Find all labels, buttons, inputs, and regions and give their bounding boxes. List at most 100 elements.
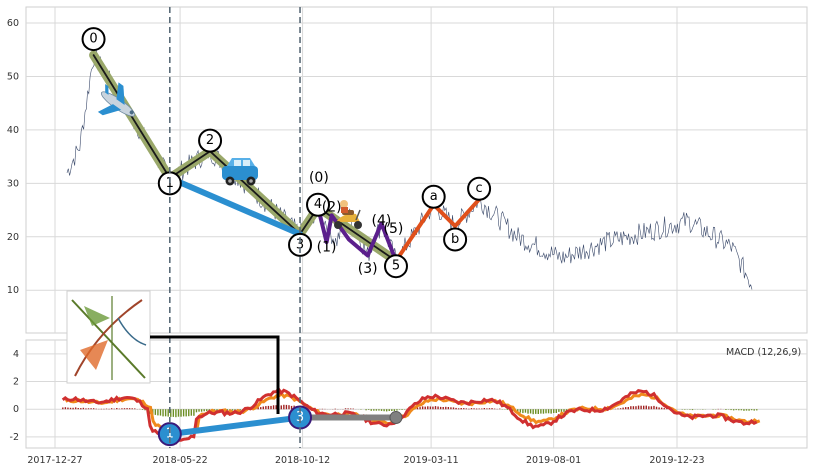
macd-hist-bar bbox=[630, 406, 632, 410]
macd-hist-bar bbox=[334, 408, 336, 410]
macd-hist-bar bbox=[182, 409, 185, 417]
subwave-label: (3) bbox=[358, 261, 378, 277]
macd-hist-bar bbox=[116, 408, 118, 410]
macd-hist-bar bbox=[349, 408, 352, 410]
macd-wave-link bbox=[166, 414, 304, 438]
macd-hist-bar bbox=[565, 409, 568, 411]
macd-hist-bar bbox=[684, 409, 686, 410]
macd-hist-bar bbox=[558, 409, 560, 412]
macd-hist-bar bbox=[434, 406, 437, 410]
macd-hist-bar bbox=[619, 408, 622, 410]
macd-hist-bar bbox=[511, 409, 514, 412]
wave-label: 0 bbox=[89, 32, 97, 47]
macd-hist-bar bbox=[175, 409, 177, 418]
macd-hist-bar bbox=[475, 408, 478, 410]
macd-grid bbox=[26, 340, 807, 448]
macd-hist-bar bbox=[344, 408, 347, 410]
macd-hist-bar bbox=[624, 407, 627, 410]
macd-hist-bar bbox=[627, 407, 629, 410]
macd-hist-bar bbox=[134, 408, 136, 410]
macd-hist-bar bbox=[234, 409, 236, 410]
macd-hist-bar bbox=[144, 409, 146, 411]
wave-label: 4 bbox=[314, 197, 322, 212]
price-y-ticks: 10 20 30 40 50 60 bbox=[7, 18, 19, 296]
macd-hist-bar bbox=[260, 407, 262, 410]
macd-hist-bar bbox=[188, 409, 190, 417]
macd-hist-bar bbox=[660, 407, 663, 410]
macd-hist-bar bbox=[162, 409, 164, 417]
macd-hist-bar bbox=[470, 408, 473, 410]
macd-hist-bar bbox=[280, 405, 282, 410]
macd-y-ticks: -2 0 2 4 bbox=[10, 349, 19, 443]
vertical-markers bbox=[169, 7, 301, 448]
wave-lines bbox=[89, 50, 482, 266]
price-panel: 10 20 30 40 50 60 0 1 2 3 4 5 a b c (0) (1) (2) (3) (4)(5) bbox=[7, 6, 808, 334]
macd-hist-bar bbox=[373, 409, 375, 411]
macd-y-tick-label: -2 bbox=[10, 432, 19, 443]
macd-hist-bar bbox=[226, 409, 229, 411]
macd-hist-bar bbox=[231, 409, 234, 411]
macd-hist-bar bbox=[283, 404, 285, 410]
wave-label-circle bbox=[198, 128, 223, 153]
macd-hist-bar bbox=[87, 408, 90, 410]
macd-hist-bar bbox=[468, 408, 470, 410]
macd-hist-bar bbox=[126, 408, 128, 410]
macd-hist-bar bbox=[506, 409, 509, 410]
macd-hist-bar bbox=[157, 409, 159, 416]
macd-hist-bar bbox=[267, 405, 270, 410]
macd-hist-bar bbox=[321, 408, 324, 410]
macd-hist-bar bbox=[529, 409, 532, 414]
macd-hist-bar bbox=[285, 404, 288, 410]
macd-hist-bar bbox=[648, 406, 650, 410]
macd-hist-bar bbox=[123, 408, 126, 410]
macd-hist-bar bbox=[445, 406, 447, 410]
macd-hist-bar bbox=[370, 409, 372, 411]
fibonacci-chart-icon bbox=[66, 290, 151, 384]
price-grid bbox=[26, 7, 807, 333]
macd-hist-bar bbox=[486, 408, 488, 410]
wave-label-circle bbox=[467, 176, 492, 201]
macd-hist-bar bbox=[200, 409, 203, 412]
macd-hist-bar bbox=[653, 405, 655, 410]
subwave-label: (5) bbox=[383, 221, 403, 237]
macd-hist-bar bbox=[72, 407, 74, 410]
macd-panel-frame bbox=[25, 339, 808, 449]
macd-hist-bar bbox=[432, 406, 434, 410]
macd-hist-bar bbox=[540, 409, 542, 414]
macd-hist-bar bbox=[465, 408, 468, 410]
price-y-tick-label: 30 bbox=[7, 178, 19, 189]
car-icon bbox=[222, 158, 258, 186]
macd-y-tick-label: 4 bbox=[13, 349, 19, 360]
macd-hist-bar bbox=[740, 409, 743, 411]
wave-label: 1 bbox=[166, 176, 174, 191]
macd-hist-bar bbox=[67, 407, 69, 410]
macd-hist-bar bbox=[401, 409, 403, 410]
macd-hist-bar bbox=[290, 405, 293, 410]
macd-hist-bar bbox=[216, 409, 218, 411]
macd-hist-bar bbox=[118, 408, 121, 410]
macd-hist-bar bbox=[110, 408, 113, 410]
macd-hist-bar bbox=[735, 409, 737, 411]
macd-hist-bar bbox=[257, 407, 259, 410]
macd-hist-bar bbox=[632, 406, 635, 410]
macd-hist-bar bbox=[519, 409, 522, 413]
macd-hist-bar bbox=[452, 407, 455, 410]
macd-hist-bar bbox=[748, 409, 750, 411]
subwave-label: (0) bbox=[309, 170, 329, 186]
macd-hist-bar bbox=[491, 408, 493, 410]
macd-hist-bar bbox=[378, 409, 380, 411]
macd-hist-bar bbox=[69, 407, 72, 410]
macd-hist-bar bbox=[80, 408, 82, 410]
macd-hist-bar bbox=[82, 407, 85, 410]
macd-hist-bar bbox=[478, 408, 480, 410]
macd-hist-bar bbox=[545, 409, 547, 414]
macd-hist-bar bbox=[100, 408, 103, 410]
macd-hist-bar bbox=[421, 406, 424, 410]
macd-hist-bar bbox=[159, 409, 162, 416]
macd-hist-bar bbox=[367, 409, 370, 410]
x-tick-label: 2017-12-27 bbox=[27, 455, 82, 466]
subwave-label: (1) bbox=[317, 239, 337, 255]
macd-hist-bar bbox=[738, 409, 740, 411]
macd-hist-bar bbox=[460, 408, 462, 410]
